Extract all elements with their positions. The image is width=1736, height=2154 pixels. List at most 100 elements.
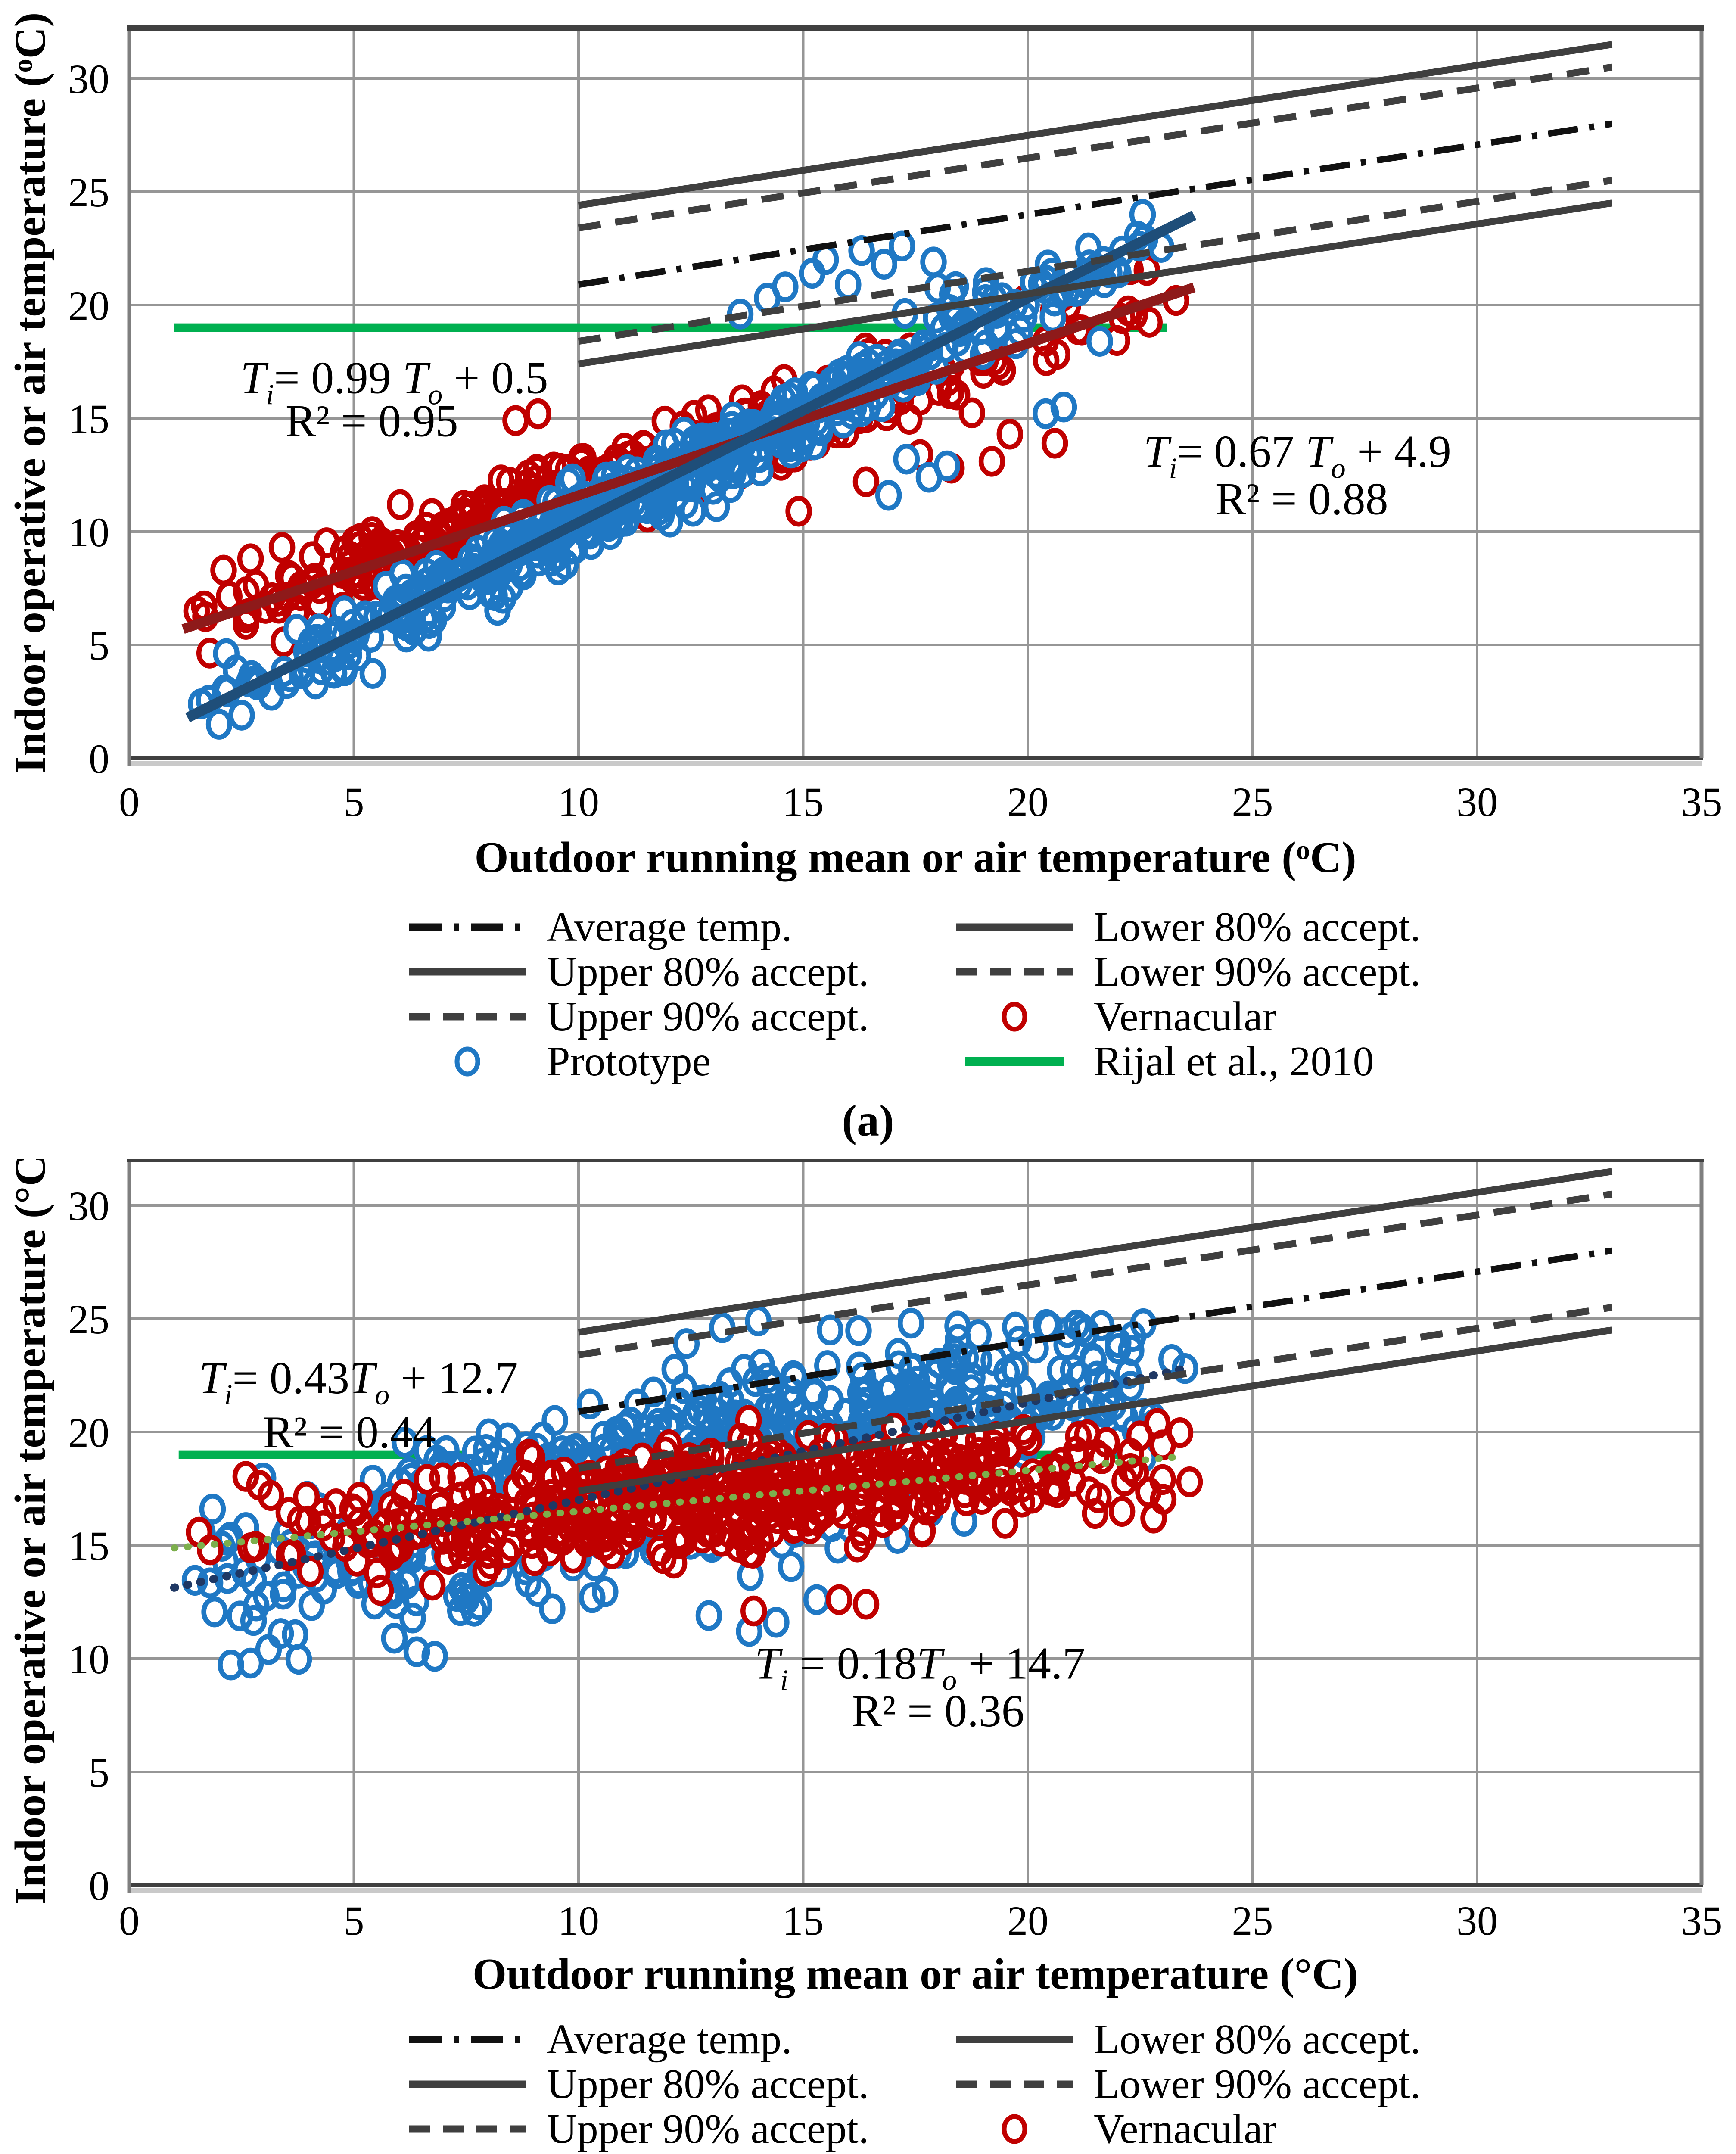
plot-area (129, 28, 1702, 758)
x-tick-label: 25 (1232, 1898, 1273, 1944)
legend-swatch-solid-icon (956, 2036, 1073, 2043)
y-axis-title: Indoor operative or air temperature (°C) (6, 1159, 55, 1905)
legend-item: Vernacular (950, 2106, 1458, 2152)
x-axis-title: Outdoor running mean or air temperature … (474, 833, 1356, 882)
reference-line (578, 1190, 1613, 1359)
legend-label: Lower 90% accept. (1094, 2061, 1421, 2107)
trend-line-vernacular (181, 283, 1196, 634)
legend-swatch-marker-icon (1002, 1002, 1027, 1032)
legend-item: Upper 80% accept. (403, 949, 950, 995)
legend-label: Lower 80% accept. (1094, 904, 1421, 950)
reference-line (578, 41, 1613, 209)
equation-annotation: Ti= 0.99 To + 0.5 (240, 352, 548, 411)
legend-label: Upper 80% accept. (547, 2061, 869, 2107)
trend-line-prototype (170, 1365, 1185, 1592)
legend-item: Prototype (403, 2151, 950, 2154)
legend-item: Vernacular (950, 993, 1458, 1040)
legend-item: Prototype (403, 1038, 950, 1085)
x-tick-label: 5 (344, 779, 364, 825)
legend-label: Average temp. (547, 2016, 792, 2063)
equation-annotation: R² = 0.44 (263, 1407, 436, 1457)
trend-line-prototype (185, 210, 1197, 722)
y-tick-label: 30 (68, 1183, 109, 1229)
legend-item: Lower 80% accept. (950, 904, 1458, 950)
legend-item: Lower 80% accept. (950, 2016, 1458, 2063)
x-tick-label: 10 (558, 779, 599, 825)
legend-label: Upper 90% accept. (547, 2106, 869, 2152)
x-tick-label: 15 (783, 1898, 824, 1944)
legend-label: Rijal et al., 2010 (1094, 1038, 1374, 1085)
x-tick-label: 20 (1007, 1898, 1048, 1944)
x-tick-label: 5 (344, 1898, 364, 1944)
y-tick-label: 15 (68, 396, 109, 442)
legend-panel-a: Average temp. Lower 80% accept. Upper 80% … (403, 904, 1458, 1085)
y-tick-label: 0 (89, 1863, 109, 1909)
legend-item: Lower 90% accept. (950, 949, 1458, 995)
legend-label: Rijal et al., 2010 (1094, 2150, 1374, 2154)
legend-item: Average temp. (403, 904, 950, 950)
legend-swatch-dashed-icon (956, 968, 1073, 976)
legend-label: Upper 90% accept. (547, 993, 869, 1040)
x-tick-label: 10 (558, 1898, 599, 1944)
legend-item: Rijal et al., 2010 (950, 2151, 1458, 2154)
reference-line (578, 63, 1613, 232)
legend-swatch-solid-icon (409, 968, 526, 976)
equation-annotation: Ti = 0.18To + 14.7 (755, 1638, 1085, 1696)
trend-line-vernacular (171, 1453, 1184, 1552)
legend-swatch-solid-icon (409, 2080, 526, 2088)
y-tick-label: 5 (89, 1749, 109, 1796)
legend-label: Vernacular (1094, 2106, 1277, 2152)
legend-item: Rijal et al., 2010 (950, 1038, 1458, 1085)
reference-line (578, 199, 1613, 367)
y-axis-title: Indoor operative or air temperature (oC) (6, 12, 55, 774)
x-tick-label: 30 (1456, 1898, 1498, 1944)
x-tick-label: 25 (1232, 779, 1273, 825)
legend-label: Prototype (547, 1038, 711, 1085)
legend-label: Average temp. (547, 904, 792, 950)
y-tick-label: 25 (68, 169, 109, 215)
legend-item: Lower 90% accept. (950, 2061, 1458, 2107)
y-tick-label: 10 (68, 1636, 109, 1682)
legend-label: Upper 80% accept. (547, 949, 869, 995)
legend-swatch-dashdot-icon (409, 923, 526, 931)
y-tick-label: 20 (68, 283, 109, 329)
legend-item: Upper 90% accept. (403, 993, 950, 1040)
y-tick-label: 20 (68, 1410, 109, 1456)
scatter-plot-panel-b: 0 5 10 15 20 25 30 35 0 5 10 15 20 25 30 Outdoor runnin… (6, 1159, 1723, 1998)
scatter-plot-panel-a: 0 5 10 15 20 25 30 35 0 5 10 15 20 25 30 Outdoor runnin… (6, 12, 1723, 882)
equation-annotation: R² = 0.88 (1216, 474, 1388, 524)
reference-line (578, 177, 1613, 345)
x-tick-label: 35 (1681, 779, 1723, 825)
reference-line (578, 1168, 1613, 1336)
x-tick-label: 0 (119, 779, 140, 825)
equation-annotation: Ti= 0.67 To + 4.9 (1144, 426, 1451, 484)
legend-label: Prototype (547, 2150, 711, 2154)
legend-item: Upper 90% accept. (403, 2106, 950, 2152)
x-tick-label: 30 (1456, 779, 1498, 825)
x-tick-label: 20 (1007, 779, 1048, 825)
y-tick-label: 5 (89, 623, 109, 669)
panel-caption-a: (a) (842, 1096, 894, 1145)
legend-swatch-solid-green-icon (965, 1057, 1064, 1066)
legend-swatch-dashdot-icon (409, 2036, 526, 2043)
legend-item: Upper 80% accept. (403, 2061, 950, 2107)
legend-item: Average temp. (403, 2016, 950, 2063)
reference-line (578, 120, 1613, 288)
legend-swatch-dashed-icon (409, 2125, 526, 2133)
legend-label: Lower 90% accept. (1094, 949, 1421, 995)
y-tick-label: 15 (68, 1523, 109, 1569)
reference-line (578, 1304, 1613, 1472)
y-tick-label: 0 (89, 736, 109, 782)
x-tick-label: 35 (1681, 1898, 1723, 1944)
y-tick-label: 10 (68, 509, 109, 555)
equation-annotation: R² = 0.95 (286, 395, 458, 446)
legend-label: Vernacular (1094, 993, 1277, 1040)
plot-area (129, 1159, 1702, 1885)
x-tick-label: 0 (119, 1898, 140, 1944)
equation-annotation: R² = 0.36 (852, 1686, 1024, 1736)
reference-line (578, 1247, 1613, 1415)
legend-label: Lower 80% accept. (1094, 2016, 1421, 2063)
legend-swatch-marker-icon (454, 1046, 480, 1077)
equation-annotation: Ti= 0.43To + 12.7 (199, 1353, 518, 1411)
